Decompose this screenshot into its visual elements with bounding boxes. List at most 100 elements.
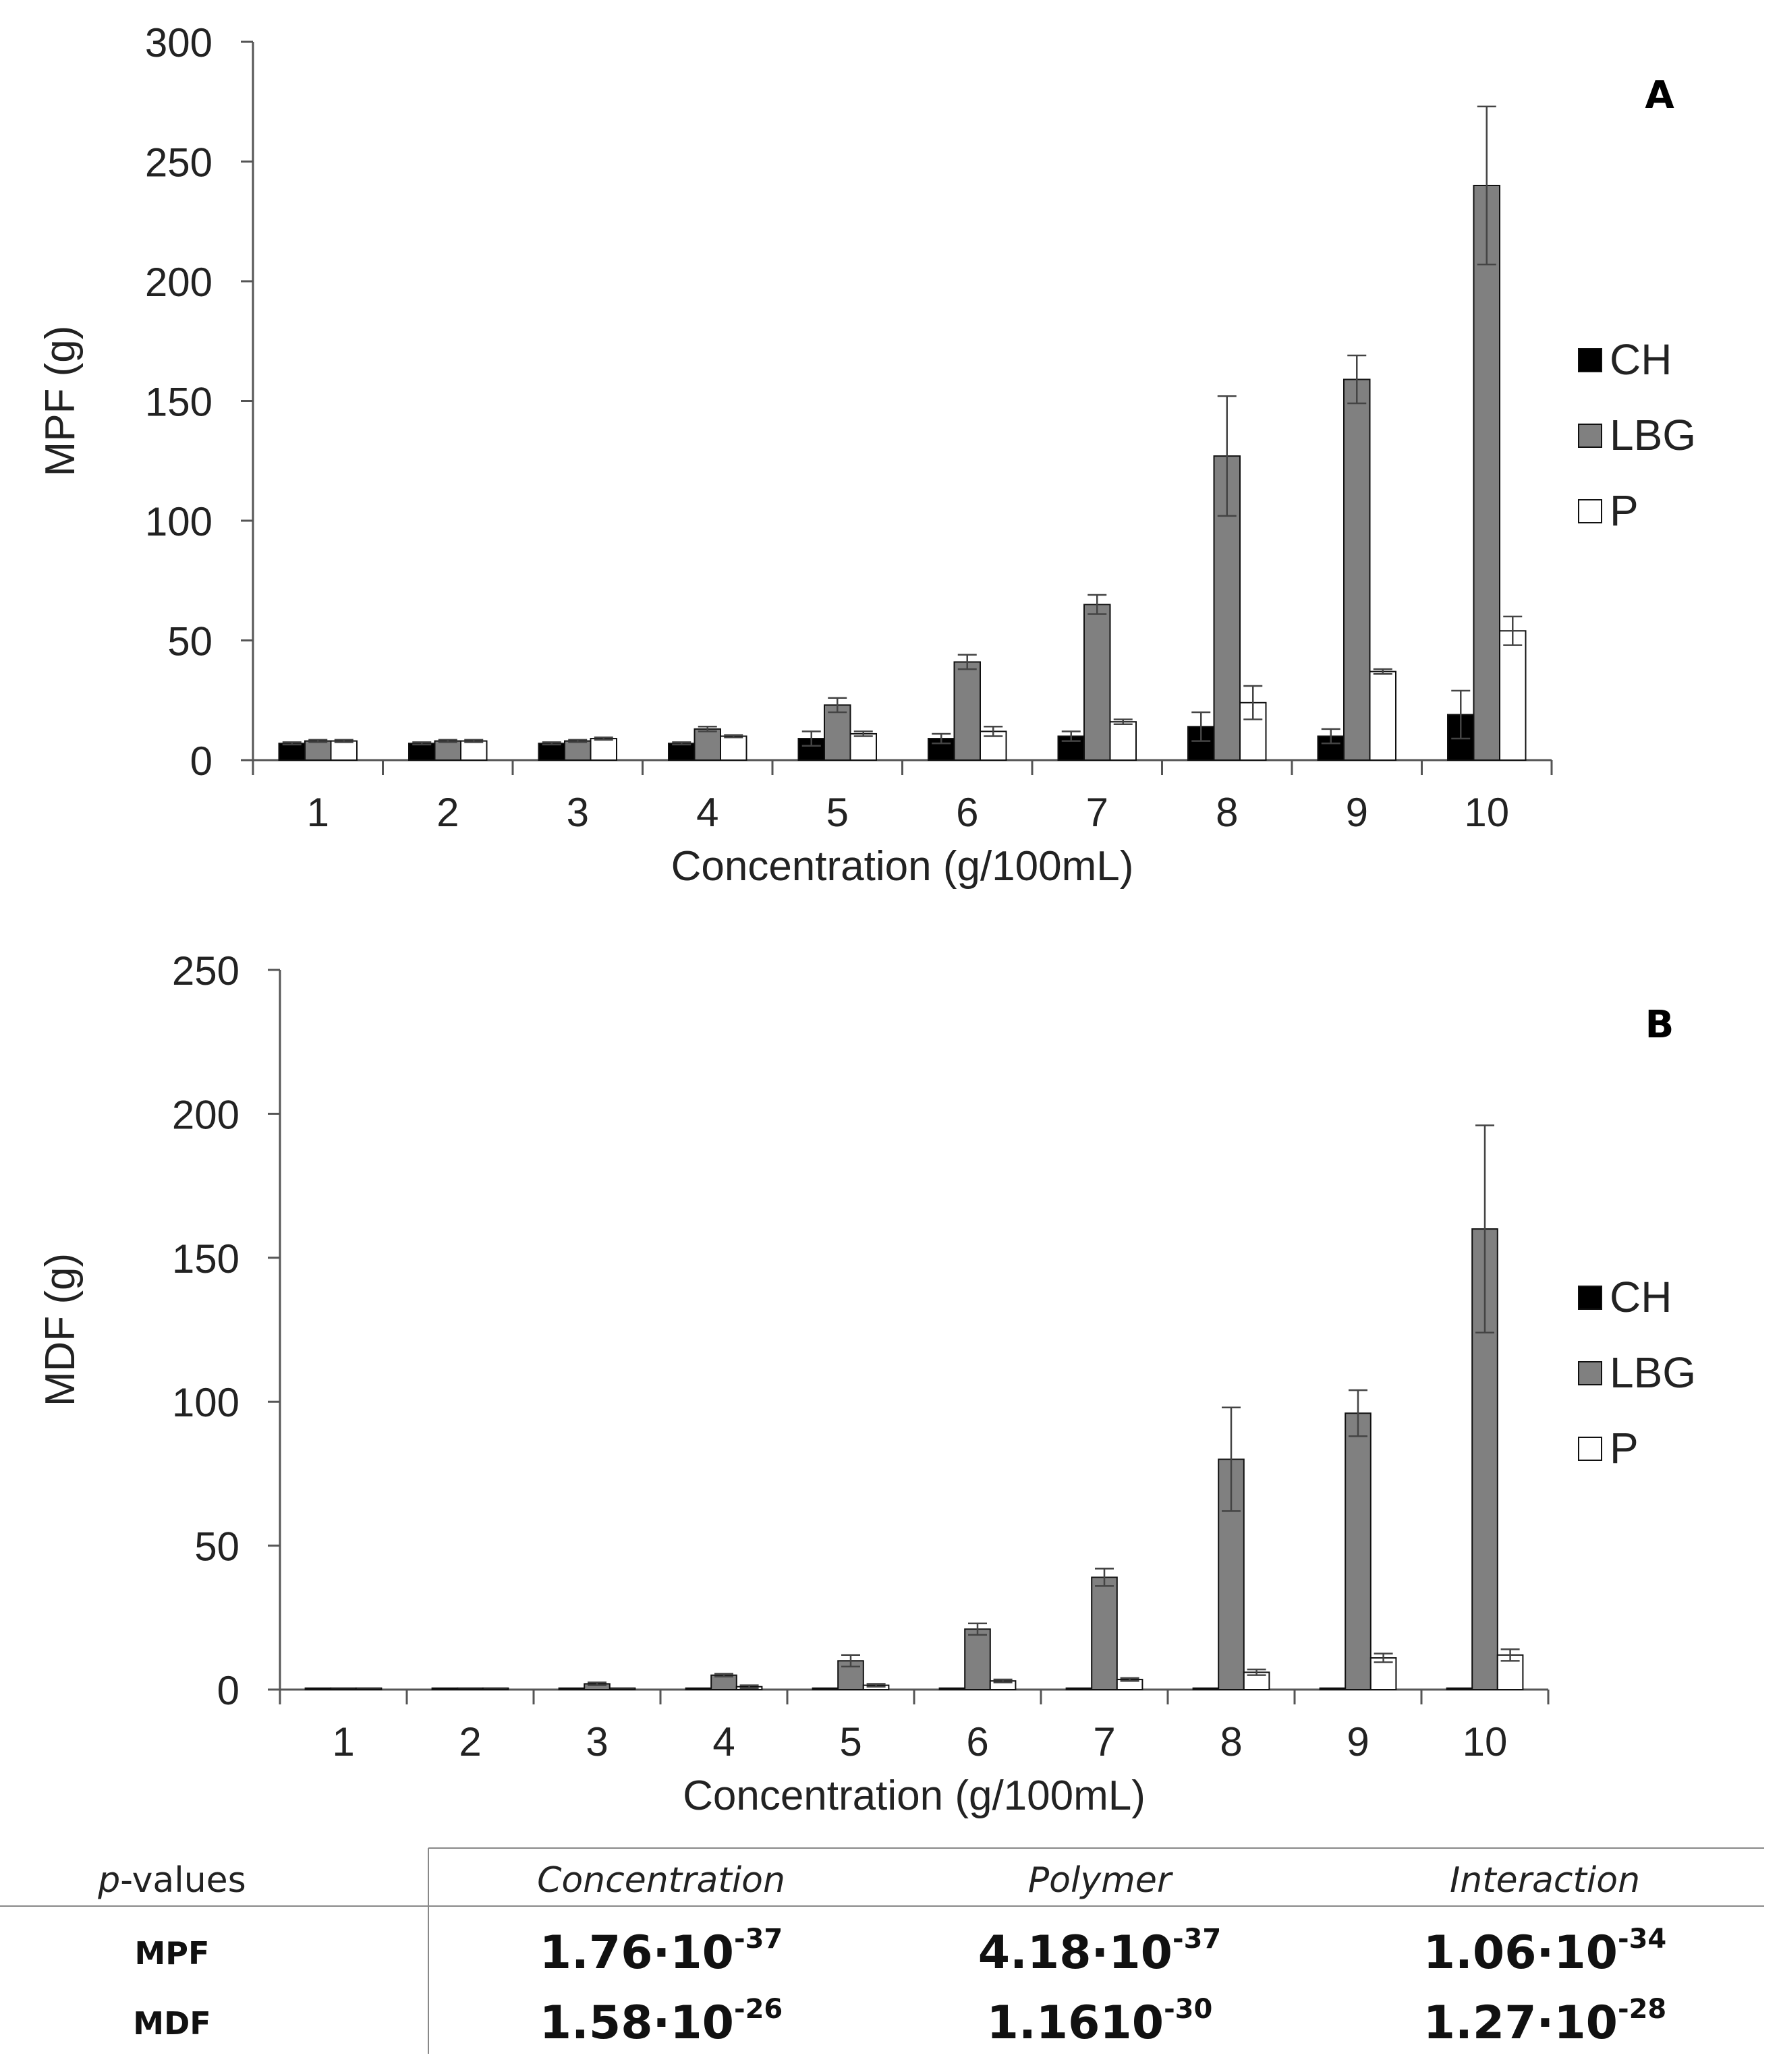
table-col-interaction: Interaction (1450, 1860, 1640, 1901)
y-tick-label: 0 (190, 739, 213, 784)
p-value-mpf-interaction: 1.06·10-34 (1423, 1924, 1667, 1980)
p-value-mantissa: 4.18·10 (978, 1926, 1172, 1980)
x-tick-label: 2 (459, 1719, 481, 1764)
bar-ch-7 (1065, 1687, 1093, 1690)
bar-lbg-6 (964, 1628, 991, 1691)
x-tick-label: 5 (839, 1719, 861, 1764)
values-label: -values (120, 1860, 246, 1901)
table-header-p-values: p-values (97, 1860, 246, 1901)
p-value-exponent: -26 (734, 1994, 783, 2025)
x-tick-label: 7 (1093, 1719, 1115, 1764)
p-value-mantissa: 1.1610 (987, 1996, 1164, 2050)
x-tick-label: 1 (332, 1719, 354, 1764)
table-row-label-mpf: MPF (135, 1935, 210, 1972)
legend-label-ch: CH (1610, 335, 1672, 384)
x-tick-label: 7 (1086, 790, 1108, 835)
bar-ch-10 (1446, 1687, 1473, 1690)
legend-swatch-ch (1578, 348, 1602, 372)
bar-p-4 (720, 735, 747, 761)
bar-ch-9 (1319, 1687, 1347, 1690)
bar-ch-1 (304, 1687, 332, 1690)
bar-p-9 (1369, 670, 1396, 761)
legend-label-ch: CH (1610, 1273, 1672, 1321)
legend-swatch-ch (1578, 1286, 1602, 1310)
bar-ch-2 (408, 743, 436, 761)
bar-lbg-1 (304, 740, 332, 761)
chart-panel-a: 0 50 100 150 200 250 300 1 2 3 4 5 6 7 8 9 10 Concentrati… (37, 20, 1696, 890)
legend-label-lbg: LBG (1610, 411, 1696, 459)
bar-lbg-6 (953, 661, 981, 761)
bar-ch-1 (278, 743, 306, 761)
y-axis-title: MDF (g) (37, 1253, 84, 1406)
bar-p-3 (609, 1687, 636, 1690)
table-row-label-mdf: MDF (133, 2005, 210, 2042)
panel-letter: A (1645, 74, 1674, 117)
bar-ch-5 (812, 1687, 839, 1690)
legend-swatch-p (1578, 499, 1602, 523)
p-value-exponent: -28 (1618, 1994, 1666, 2025)
bar-ch-4 (668, 743, 696, 761)
legend-label-p: P (1610, 1424, 1639, 1472)
y-tick-label: 0 (217, 1668, 239, 1713)
y-tick-label: 50 (194, 1524, 239, 1570)
bar-p-3 (590, 738, 617, 761)
x-tick-label: 3 (586, 1719, 608, 1764)
x-tick-label: 8 (1216, 790, 1238, 835)
x-axis-title: Concentration (g/100mL) (683, 1773, 1146, 1819)
bar-ch-2 (431, 1687, 459, 1690)
p-value-mantissa: 1.58·10 (540, 1996, 734, 2050)
legend-swatch-lbg (1578, 1361, 1602, 1385)
p-value-mantissa: 1.06·10 (1423, 1926, 1618, 1980)
bar-p-2 (460, 740, 488, 761)
bar-ch-3 (558, 1687, 586, 1690)
x-tick-label: 10 (1464, 790, 1509, 835)
bar-lbg-5 (824, 704, 851, 761)
table-col-polymer: Polymer (1028, 1860, 1174, 1901)
legend-swatch-p (1578, 1437, 1602, 1461)
p-value-mantissa: 1.27·10 (1423, 1996, 1618, 2050)
x-tick-label: 4 (696, 790, 718, 835)
x-tick-label: 2 (436, 790, 459, 835)
p-value-table: p-values Concentration Polymer Interaction M… (0, 1847, 1764, 2054)
x-tick-label: 8 (1220, 1719, 1242, 1764)
x-tick-label: 10 (1463, 1719, 1508, 1764)
legend: CH LBG P (1578, 335, 1696, 535)
y-tick-label: 200 (145, 260, 213, 305)
bar-lbg-9 (1343, 378, 1371, 761)
x-tick-label: 6 (956, 790, 978, 835)
x-tick-label: 3 (567, 790, 589, 835)
bar-p-1 (330, 740, 358, 761)
y-tick-label: 100 (145, 499, 213, 544)
bar-ch-6 (938, 1687, 966, 1690)
bar-lbg-4 (694, 728, 721, 761)
bar-lbg-7 (1091, 1576, 1118, 1691)
y-tick-label: 150 (145, 380, 213, 425)
p-value-mantissa: 1.76·10 (540, 1926, 734, 1980)
x-tick-label: 5 (826, 790, 849, 835)
x-tick-label: 6 (966, 1719, 988, 1764)
bar-lbg-1 (330, 1687, 357, 1690)
panel-letter: B (1645, 1003, 1674, 1047)
bar-lbg-10 (1473, 185, 1500, 761)
p-value-exponent: -34 (1618, 1924, 1666, 1955)
p-value-mpf-concentration: 1.76·10-37 (540, 1924, 783, 1980)
bar-lbg-3 (564, 740, 592, 761)
legend-label-p: P (1610, 486, 1639, 535)
p-value-mdf-interaction: 1.27·10-28 (1423, 1994, 1667, 2050)
legend: CH LBG P (1578, 1273, 1696, 1472)
bar-lbg-9 (1345, 1412, 1372, 1690)
x-tick-label: 1 (307, 790, 329, 835)
bar-p-1 (355, 1687, 383, 1690)
bar-p-5 (849, 732, 877, 761)
bar-ch-3 (538, 743, 565, 761)
bar-lbg-7 (1083, 604, 1111, 761)
p-value-exponent: -37 (1172, 1924, 1221, 1955)
y-axis-title: MPF (g) (37, 326, 84, 477)
p-value-mdf-concentration: 1.58·10-26 (540, 1994, 783, 2050)
table-col-concentration: Concentration (537, 1860, 785, 1901)
x-tick-label: 4 (712, 1719, 735, 1764)
y-tick-label: 200 (172, 1092, 239, 1137)
bar-lbg-2 (434, 740, 461, 761)
p-value-exponent: -37 (734, 1924, 783, 1955)
